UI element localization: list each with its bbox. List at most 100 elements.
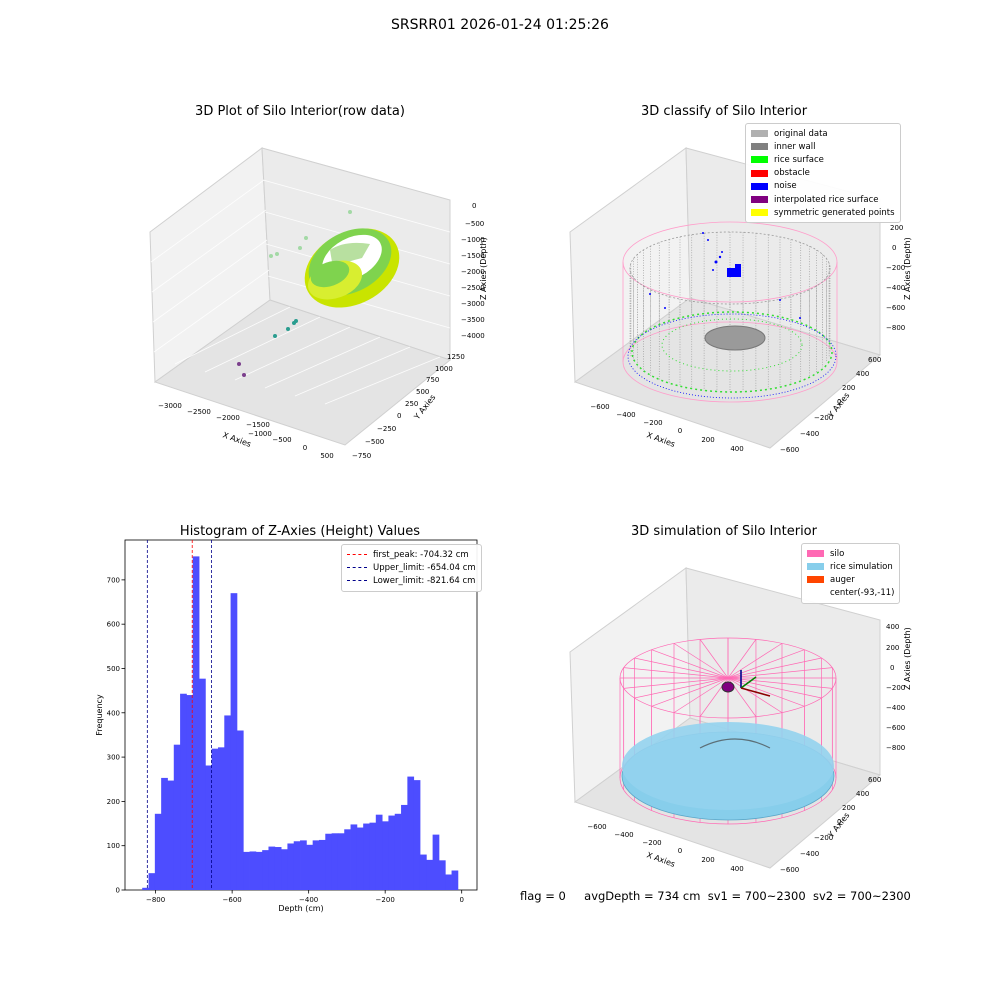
hist-xticks: −800 −600 −400 −200 0 [146, 890, 464, 904]
p2-ztick-4: −600 [886, 304, 905, 312]
p2-xtick-2: −200 [643, 419, 662, 427]
p4-ytick-4: 200 [842, 804, 855, 812]
p2-ytick-2: −200 [814, 414, 833, 422]
p1-ztick-0: 0 [472, 202, 476, 210]
p1-ytick-6: 750 [426, 376, 439, 384]
p2-ztick-3: −400 [886, 284, 905, 292]
p1-ztick-2: −1000 [461, 236, 485, 244]
hist-bar [337, 833, 345, 890]
inner-wall-lines [629, 232, 831, 392]
p1-ztick-7: −3500 [461, 316, 485, 324]
hist-bar [180, 693, 187, 890]
hist-bar [344, 829, 351, 890]
p2-ztick-1: 0 [892, 244, 896, 252]
hist-bar [419, 854, 427, 890]
hist-bar [274, 847, 282, 890]
hist-bar [167, 780, 175, 890]
hist-xtick-label: 0 [459, 896, 463, 904]
hist-bar [356, 827, 364, 890]
p1-xtick-4: −1000 [248, 430, 272, 438]
auger-marker [721, 670, 771, 697]
panel-2-title: 3D classify of Silo Interior [640, 104, 808, 119]
legend-item-noise: noise [751, 180, 895, 193]
p2-ytick-1: −400 [800, 430, 819, 438]
hist-yticks: 0 100 200 300 400 500 600 700 [107, 576, 125, 895]
noise-cluster [649, 232, 801, 319]
p4-ztick-0: 400 [886, 623, 899, 631]
p1-ztick-1: −500 [465, 220, 484, 228]
p4-ztick-4: −400 [886, 704, 905, 712]
hist-bar [363, 823, 370, 890]
p1-xtick-2: −2000 [216, 414, 240, 422]
hist-bar [224, 715, 231, 890]
hist-bar [249, 851, 257, 890]
p4-ytick-1: −400 [800, 850, 819, 858]
p1-ytick-7: 1000 [435, 365, 453, 373]
hist-bar [394, 813, 402, 890]
p1-xtick-0: −3000 [158, 402, 182, 410]
hist-xtick-label: −600 [223, 896, 242, 904]
hist-bar [173, 744, 181, 890]
hist-bar [281, 849, 288, 890]
p2-xtick-4: 200 [701, 436, 714, 444]
p2-xtick-0: −600 [590, 403, 609, 411]
hist-bar [312, 840, 320, 890]
hist-bar [217, 747, 225, 890]
hist-xtick-label: −200 [376, 896, 395, 904]
hist-bar [413, 780, 421, 890]
panel-4-3d-simulation: −600 −400 −200 0 200 400 X Axies −600 −4… [569, 567, 912, 874]
hist-ylabel: Frequency [95, 694, 104, 736]
p1-ztick-4: −2000 [461, 268, 485, 276]
sv1-text: sv1 = 700~2300 [707, 889, 806, 903]
p2-ytick-5: 400 [856, 370, 869, 378]
p4-zlabel: Z Axies (Depth) [903, 627, 912, 690]
legend-item-center: center(-93,-11) [830, 588, 895, 599]
hist-bar [199, 678, 206, 890]
p4-xtick-5: 400 [730, 865, 743, 873]
p2-ytick-3: 0 [837, 398, 841, 406]
p4-xtick-3: 0 [678, 847, 682, 855]
hist-bars [142, 556, 459, 890]
legend-item-symmetric: symmetric generated points [751, 206, 895, 219]
hist-bar [331, 833, 339, 890]
p4-ytick-2: −200 [814, 834, 833, 842]
p2-ztick-5: −800 [886, 324, 905, 332]
p2-ytick-0: −600 [780, 446, 799, 454]
p4-ztick-3: −200 [886, 684, 905, 692]
p1-zlabel: Z Axies (Depth) [479, 237, 488, 300]
p1-xtick-7: 500 [320, 452, 333, 460]
hist-bar [432, 834, 440, 890]
legend-item-original-data: original data [751, 127, 895, 140]
hist-bar [438, 860, 446, 890]
p2-ztick-0: 200 [890, 224, 903, 232]
hist-bar [142, 887, 149, 890]
p2-xtick-3: 0 [678, 427, 682, 435]
p1-xtick-1: −2500 [187, 408, 211, 416]
p1-ytick-8: 1250 [447, 353, 465, 361]
p4-xtick-1: −400 [614, 831, 633, 839]
hist-bar [388, 815, 396, 890]
p1-ytick-0: −750 [352, 452, 371, 460]
avg-depth-text: avgDepth = 734 cm [584, 889, 701, 903]
p4-ytick-3: 0 [837, 818, 841, 826]
hist-bar [350, 824, 358, 890]
p2-xtick-5: 400 [730, 445, 743, 453]
hist-bar [401, 804, 408, 890]
hist-bar [306, 844, 314, 890]
hist-xtick-label: −800 [146, 896, 165, 904]
hist-bar [255, 851, 263, 890]
hist-bar [287, 843, 295, 890]
p1-ztick-8: −4000 [461, 332, 485, 340]
hist-bar [205, 765, 213, 890]
legend-item-upper-limit: Upper_limit: -654.04 cm [347, 561, 476, 574]
hist-bar [262, 850, 269, 890]
p1-xtick-5: −500 [272, 436, 291, 444]
hist-bar [236, 730, 244, 890]
p1-ztick-3: −1500 [461, 252, 485, 260]
p4-xtick-0: −600 [587, 823, 606, 831]
hist-bar [300, 840, 307, 890]
raw-points [237, 210, 352, 377]
p1-xtick-3: −1500 [246, 421, 270, 429]
hist-ytick-label: 300 [107, 754, 120, 762]
p2-xtick-1: −400 [616, 411, 635, 419]
